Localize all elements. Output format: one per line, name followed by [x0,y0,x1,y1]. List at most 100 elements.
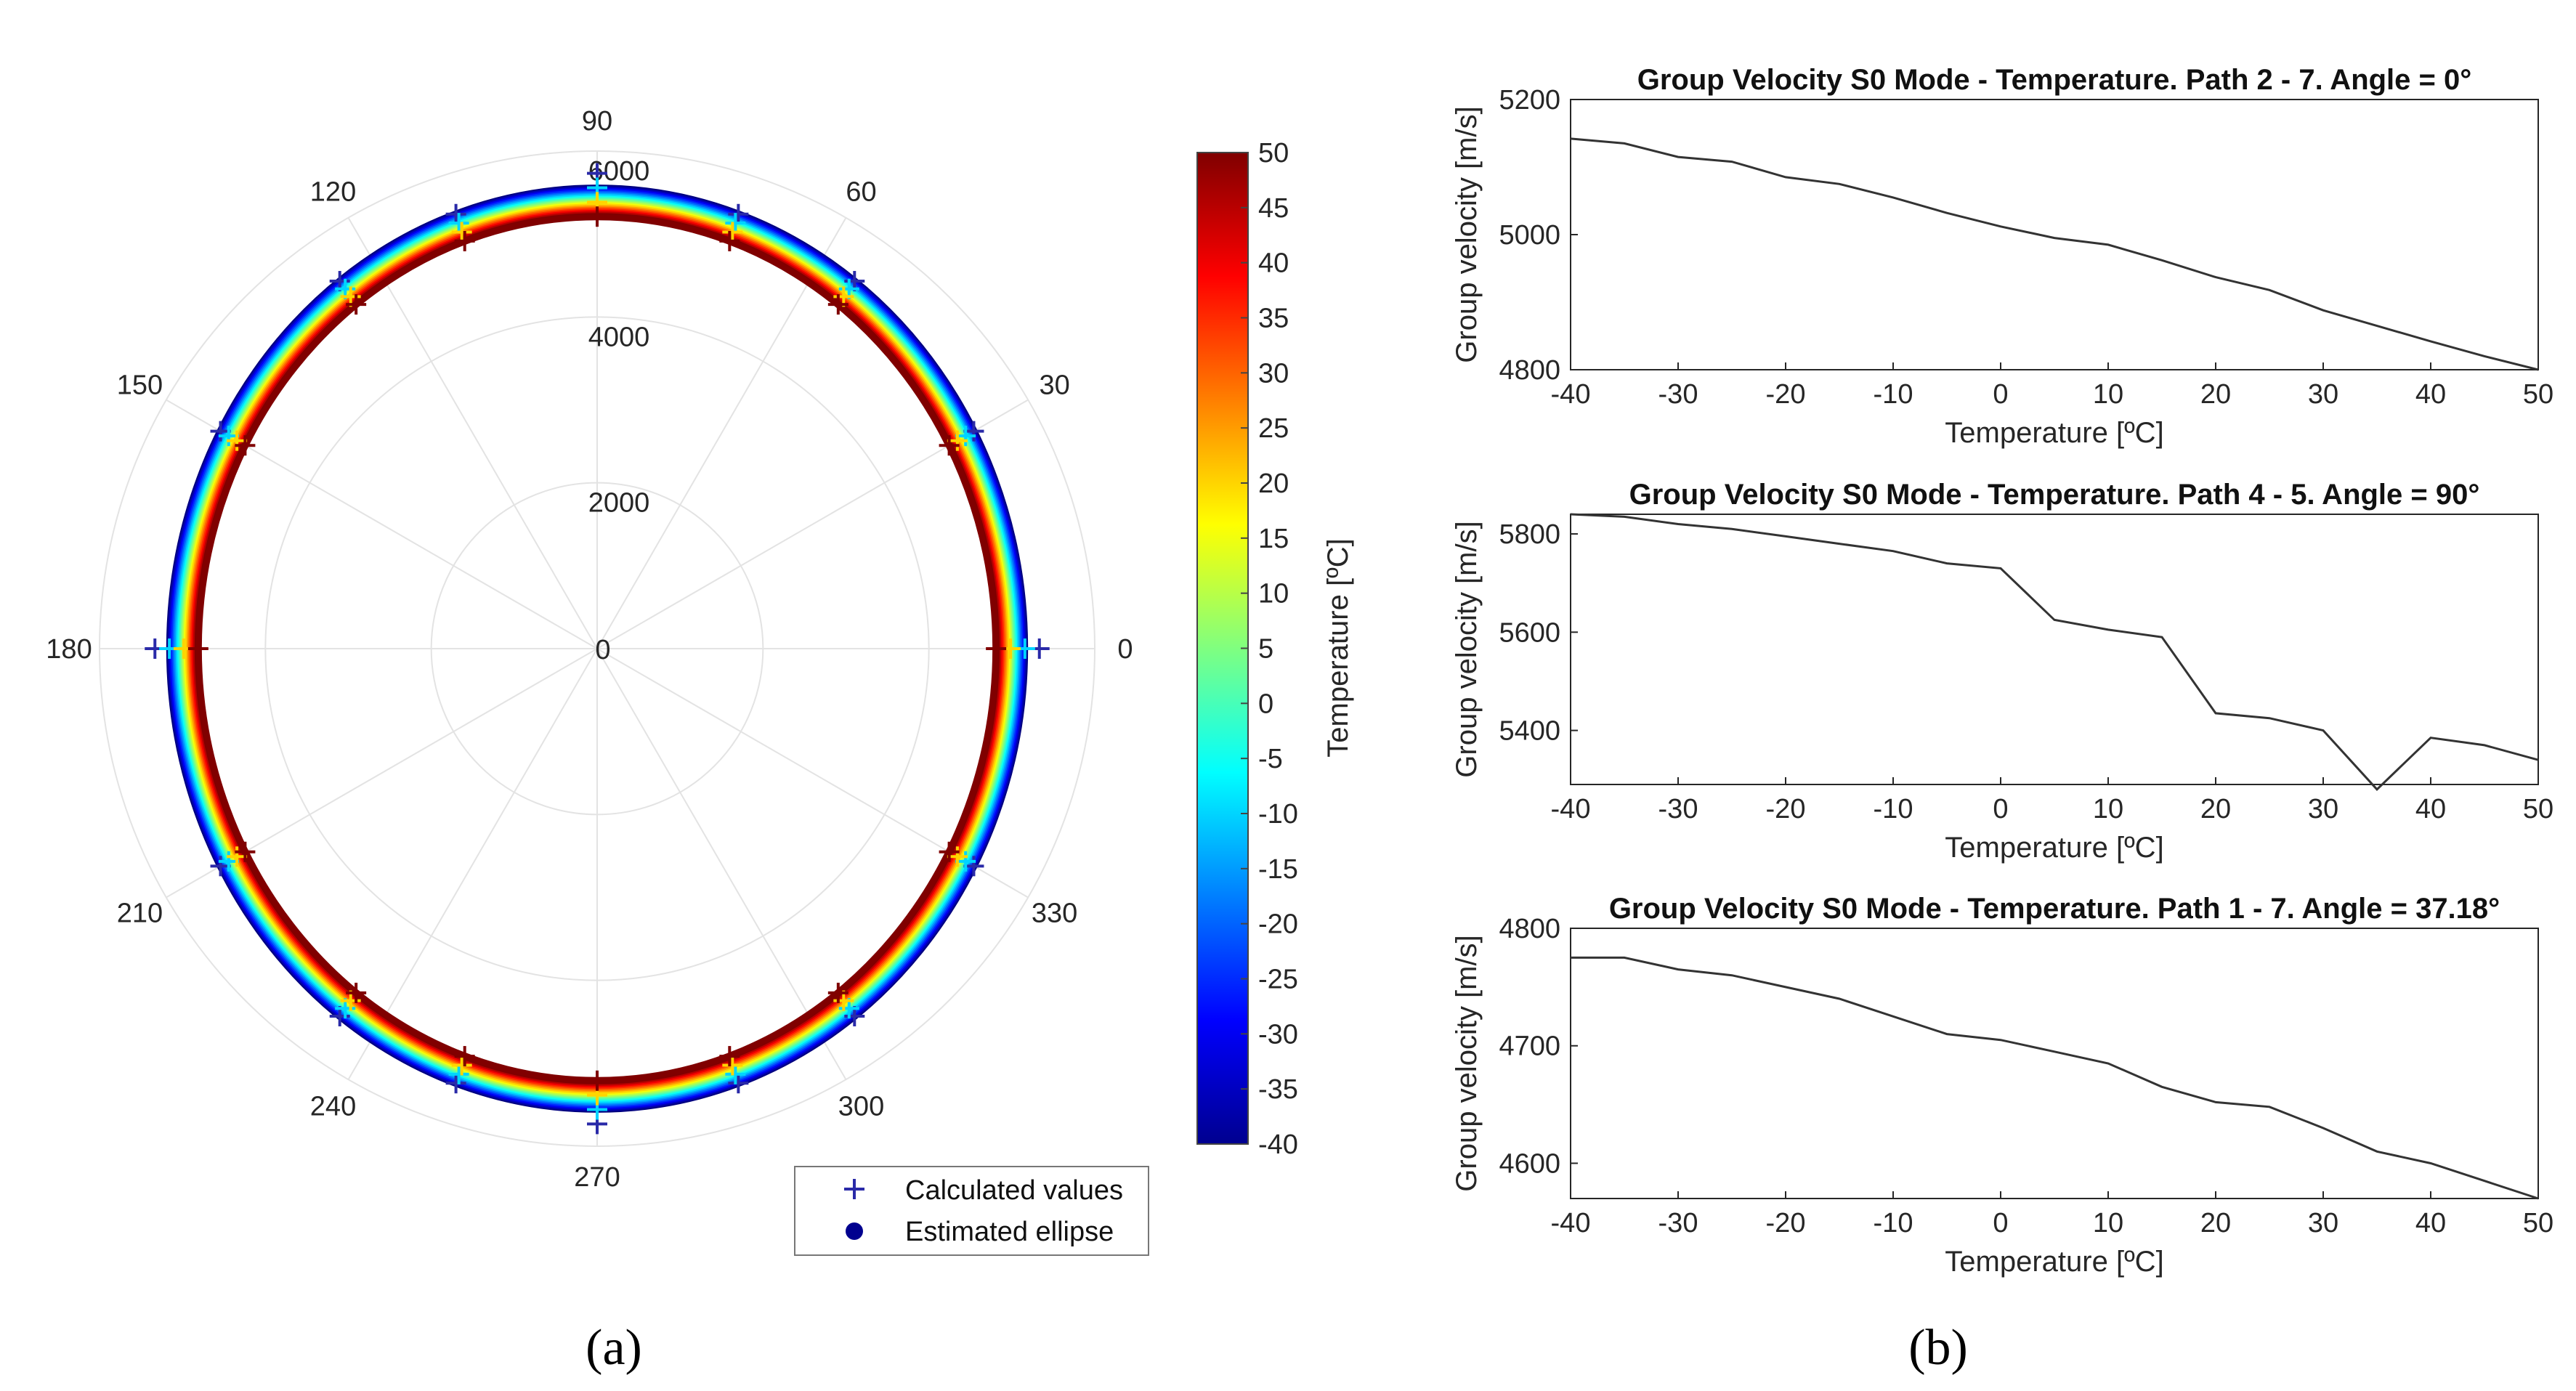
x-tick-label: -30 [1658,1208,1698,1238]
calculated-value-marker [454,230,475,251]
calculated-value-marker [187,638,208,659]
calculated-value-marker [587,1070,607,1091]
radial-tick-label: 4000 [588,322,650,352]
x-tick-label: -30 [1658,794,1698,824]
angular-gridline [596,217,847,649]
plot-area [1570,99,2539,370]
x-tick-label: 40 [2415,794,2446,824]
calculated-value-marker [451,222,472,243]
calculated-value-marker [445,1073,466,1094]
series-line [1570,137,2539,371]
angle-tick-label: 330 [1032,899,1077,929]
x-tick-label: -40 [1551,379,1591,410]
line-chart-3: Group Velocity S0 Mode - Temperature. Pa… [1451,893,2553,1278]
plot-title: Group Velocity S0 Mode - Temperature. Pa… [1609,893,2500,925]
x-tick-label: -20 [1766,379,1806,410]
calculated-value-marker [725,213,746,234]
x-tick-label: 20 [2200,379,2231,410]
colorbar-tick-label: -35 [1258,1074,1298,1105]
polar-chart: 0 30 60 90 120 150 180 210 240 270 300 330 0 2000 400… [46,106,1133,1193]
x-tick-label: -10 [1874,1208,1913,1238]
calculated-value-marker [719,230,740,251]
calculated-value-marker [448,1063,469,1084]
colorbar-tick-label: -25 [1258,965,1298,995]
x-tick-label: -30 [1658,379,1698,410]
temperature-colorbar: 50454035302520151050-5-10-15-20-25-30-35… [1196,138,1354,1160]
calculated-value-marker [235,435,256,456]
calculated-value-marker [451,1055,472,1076]
legend-label-calculated: Calculated values [905,1175,1123,1206]
colorbar-tick-label: 5 [1258,634,1273,665]
colorbar-tick-label: -20 [1258,909,1298,940]
colorbar-tick-label: 35 [1258,304,1289,334]
colorbar-tick-label: 15 [1258,524,1289,554]
plot-area [1570,928,2539,1199]
x-tick-label: 10 [2093,379,2123,410]
colorbar-label: Temperature [ºC] [1322,538,1354,757]
angle-tick-label: 270 [574,1162,620,1193]
calculated-value-marker [722,1055,743,1076]
colorbar-tick-label: 40 [1258,248,1289,279]
colorbar-gradient [1196,152,1249,1145]
calculated-value-marker [448,213,469,234]
legend-label-ellipse: Estimated ellipse [905,1217,1114,1247]
y-axis-label: Group velocity [m/s] [1451,935,1483,1191]
angular-gridline [596,648,847,1080]
calculated-value-marker [346,982,367,1003]
calculated-value-marker [454,1046,475,1067]
angle-tick-label: 60 [846,177,876,207]
colorbar-tick-label: 10 [1258,579,1289,609]
y-tick-label: 4800 [1499,914,1560,944]
colorbar-tick-label: 0 [1258,689,1273,719]
x-tick-label: 30 [2308,379,2338,410]
y-tick-label: 5800 [1499,519,1560,550]
plot-title: Group Velocity S0 Mode - Temperature. Pa… [1637,64,2472,96]
angle-tick-label: 0 [1117,634,1133,665]
calculated-value-marker [235,841,256,862]
angular-gridline [347,217,598,649]
y-tick-label: 5000 [1499,220,1560,251]
panel-label-b: (b) [1908,1320,1968,1376]
radial-tick-label: 2000 [588,488,650,519]
calculated-value-marker [939,841,960,862]
angle-tick-label: 180 [46,634,92,665]
calculated-value-marker [728,1073,749,1094]
polar-legend: Calculated values Estimated ellipse [794,1166,1149,1256]
y-axis-label: Group velocity [m/s] [1451,521,1483,777]
angle-tick-label: 150 [117,370,163,401]
legend-dot-icon [846,1222,863,1240]
x-tick-label: -10 [1874,794,1913,824]
colorbar-tick-label: 45 [1258,193,1289,224]
y-tick-label: 5600 [1499,617,1560,648]
x-tick-label: 0 [1993,1208,2008,1238]
colorbar-tick-label: 50 [1258,138,1289,169]
x-tick-label: 20 [2200,794,2231,824]
y-tick-label: 4600 [1499,1148,1560,1179]
x-tick-label: 0 [1993,379,2008,410]
x-tick-label: 20 [2200,1208,2231,1238]
angle-tick-label: 300 [838,1092,884,1122]
calculated-value-marker [587,206,607,227]
colorbar-tick-label: 30 [1258,358,1289,389]
calculated-points [145,163,1050,1135]
colorbar-tick-label: -40 [1258,1130,1298,1160]
line-chart-1: Group Velocity S0 Mode - Temperature. Pa… [1451,64,2553,449]
x-tick-label: 0 [1993,794,2008,824]
angle-tick-label: 30 [1039,370,1069,401]
calculated-value-marker [722,222,743,243]
series-line [1571,956,2539,1200]
panel-label-a: (a) [586,1320,642,1376]
x-tick-label: 30 [2308,1208,2338,1238]
x-tick-label: -20 [1766,794,1806,824]
x-tick-label: 10 [2093,1208,2123,1238]
y-tick-label: 4800 [1499,355,1560,386]
y-tick-label: 5400 [1499,716,1560,747]
colorbar-ticks: 50454035302520151050-5-10-15-20-25-30-35… [1241,138,1298,1160]
y-tick-label: 5200 [1499,85,1560,115]
x-tick-label: -40 [1551,794,1591,824]
polar-angle-labels: 0 30 60 90 120 150 180 210 240 270 300 330 [46,106,1133,1193]
calculated-value-marker [728,203,749,224]
y-tick-label: 4700 [1499,1031,1560,1062]
angle-tick-label: 120 [310,177,356,207]
